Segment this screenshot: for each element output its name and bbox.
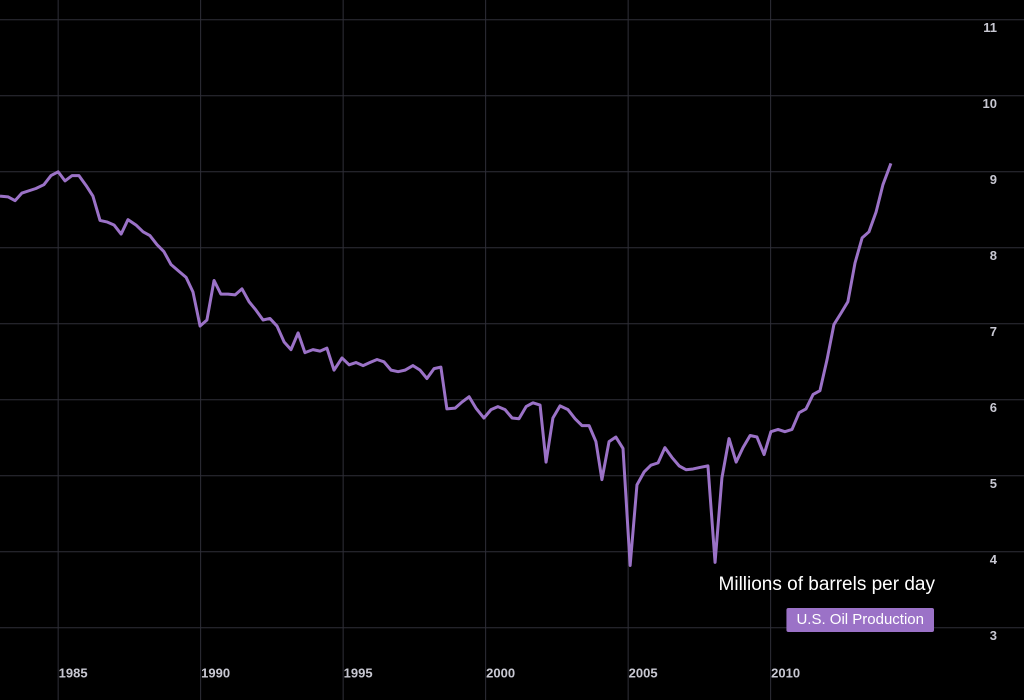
y-tick-label: 8 [990,248,997,263]
y-tick-label: 5 [990,476,997,491]
x-tick-label: 2010 [771,665,800,680]
x-tick-label: 1985 [59,665,88,680]
y-tick-label: 3 [990,628,997,643]
y-tick-label: 11 [983,20,997,35]
x-tick-label: 1990 [201,665,230,680]
y-tick-label: 7 [990,324,997,339]
legend: U.S. Oil Production [786,608,934,632]
legend-swatch [786,608,934,632]
y-tick-label: 10 [983,96,997,111]
x-tick-label: 2000 [486,665,515,680]
axis-label: Millions of barrels per day [719,574,936,595]
data-line [0,162,893,567]
legend-label: U.S. Oil Production [796,611,924,628]
lines [0,162,893,567]
y-tick-label: 9 [990,172,997,187]
y-tick-label: 6 [990,400,997,415]
x-tick-label: 1995 [344,665,373,680]
ticks: 3 4 5 6 7 8 9 10 11 1985 1990 1995 2000 2005 2010 [59,20,998,680]
y-tick-label: 4 [990,552,998,567]
x-tick-label: 2005 [629,665,658,680]
